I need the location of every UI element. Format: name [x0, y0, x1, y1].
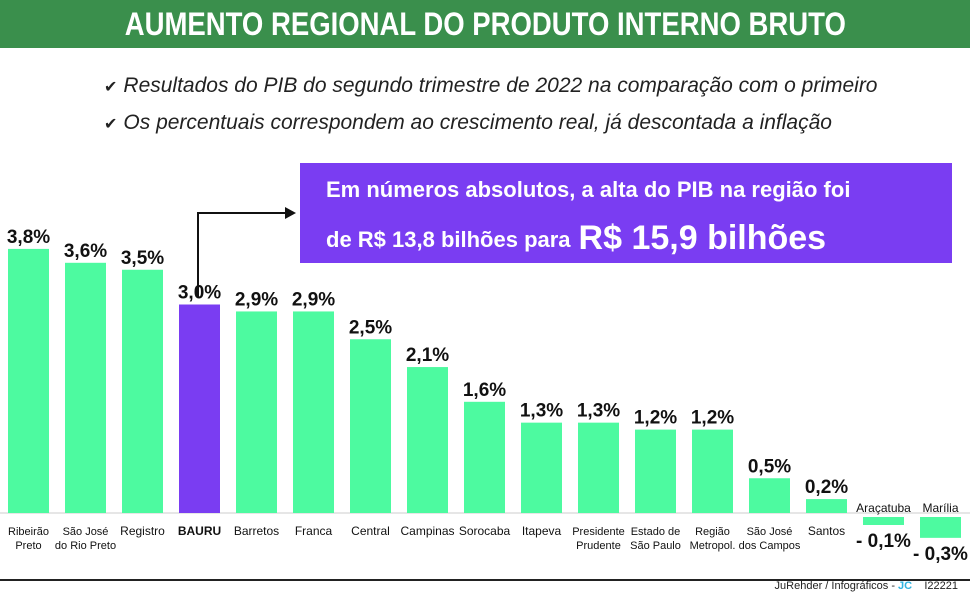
- bar: [236, 311, 277, 513]
- bar-value-label: - 0,3%: [913, 544, 968, 565]
- note-2: ✔ Os percentuais correspondem ao crescime…: [104, 111, 832, 135]
- category-label: Região: [695, 526, 730, 538]
- bar: [521, 422, 562, 513]
- bar-value-label: 1,6%: [463, 380, 506, 401]
- bar-value-label: 1,3%: [577, 401, 620, 422]
- bar-value-label: 1,2%: [691, 408, 734, 429]
- category-label: Barretos: [234, 524, 279, 538]
- bar-value-label: 2,5%: [349, 317, 392, 338]
- category-label: Araçatuba: [856, 501, 911, 515]
- bar-value-label: 3,5%: [121, 248, 164, 269]
- bar: [179, 304, 220, 513]
- bar: [350, 339, 391, 513]
- category-label: Central: [351, 524, 390, 538]
- category-label: Presidente: [572, 526, 625, 538]
- category-label: Preto: [15, 540, 41, 552]
- chart-title: AUMENTO REGIONAL DO PRODUTO INTERNO BRUT…: [124, 5, 846, 42]
- bar: [293, 311, 334, 513]
- bar-value-label: 0,5%: [748, 456, 791, 477]
- bar: [464, 401, 505, 513]
- check-icon: ✔: [104, 116, 118, 133]
- credit-text: JuRehder / Infográficos -: [774, 580, 899, 592]
- callout-highlight: R$ 15,9 bilhões: [578, 219, 827, 257]
- bar-value-label: 2,9%: [292, 289, 335, 310]
- note-1: ✔ Resultados do PIB do segundo trimestre …: [104, 74, 878, 98]
- bar-value-label: 1,3%: [520, 401, 563, 422]
- callout-line-2-text: de R$ 13,8 bilhões para: [326, 227, 571, 252]
- note-2-text: Os percentuais correspondem ao crescimen…: [123, 111, 832, 134]
- category-label: Itapeva: [522, 524, 562, 538]
- bar: [863, 517, 904, 525]
- category-label: Estado de: [631, 526, 681, 538]
- bar-value-label: 3,8%: [7, 227, 50, 248]
- callout-line-1: Em números absolutos, a alta do PIB na r…: [326, 177, 851, 202]
- brand-logo: JC: [898, 580, 913, 592]
- category-label: Santos: [808, 524, 845, 538]
- bar-value-label: 3,0%: [178, 283, 221, 304]
- callout-line-2: de R$ 13,8 bilhões para R$ 15,9 bilhões: [326, 217, 827, 257]
- arrow-icon: [197, 207, 296, 298]
- bar: [65, 262, 106, 513]
- category-label: São José: [63, 526, 109, 538]
- category-label: BAURU: [178, 524, 221, 538]
- category-label: Prudente: [576, 540, 621, 552]
- category-label: dos Campos: [739, 540, 801, 552]
- bar-value-label: - 0,1%: [856, 531, 911, 552]
- credit-line: JuRehder / Infográficos - JC I22221: [775, 580, 958, 592]
- bar-value-label: 2,1%: [406, 345, 449, 366]
- bar: [806, 499, 847, 513]
- bar: [920, 517, 961, 538]
- check-icon: ✔: [104, 79, 118, 96]
- bar: [8, 248, 49, 513]
- header-banner: AUMENTO REGIONAL DO PRODUTO INTERNO BRUT…: [0, 0, 970, 48]
- bar-value-label: 3,6%: [64, 241, 107, 262]
- credit-code: I22221: [924, 580, 958, 592]
- category-label: São Paulo: [630, 540, 681, 552]
- category-label: do Rio Preto: [55, 540, 116, 552]
- callout-box: Em números absolutos, a alta do PIB na r…: [300, 163, 952, 263]
- bar: [122, 269, 163, 513]
- bar: [578, 422, 619, 513]
- category-label: Registro: [120, 524, 165, 538]
- bar-value-label: 2,9%: [235, 289, 278, 310]
- bar-value-label: 1,2%: [634, 408, 677, 429]
- category-label: Metropol.: [690, 540, 736, 552]
- category-label: Marília: [922, 501, 958, 515]
- category-label: São José: [747, 526, 793, 538]
- category-label: Campinas: [400, 524, 454, 538]
- category-label: Sorocaba: [459, 524, 511, 538]
- bar: [692, 429, 733, 513]
- bar-value-label: 0,2%: [805, 477, 848, 498]
- note-1-text: Resultados do PIB do segundo trimestre d…: [123, 74, 878, 97]
- bar: [407, 367, 448, 513]
- category-label: Ribeirão: [8, 526, 49, 538]
- category-label: Franca: [295, 524, 333, 538]
- bar: [749, 478, 790, 513]
- bar: [635, 429, 676, 513]
